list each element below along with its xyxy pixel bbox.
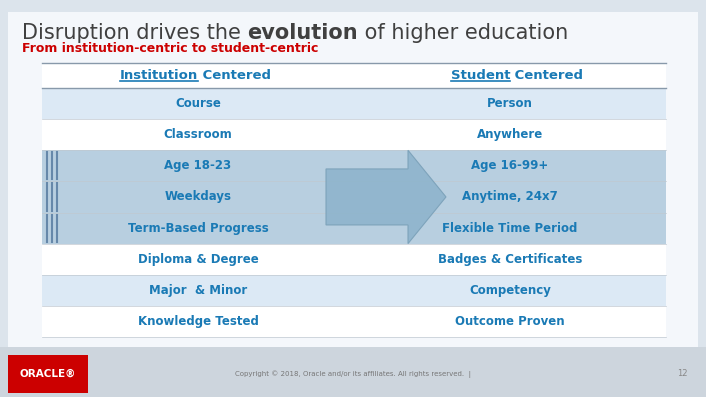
Text: Centered: Centered <box>198 69 271 82</box>
Text: Knowledge Tested: Knowledge Tested <box>138 315 258 328</box>
Text: Centered: Centered <box>510 69 583 82</box>
Text: Weekdays: Weekdays <box>164 191 232 203</box>
Bar <box>42 181 666 212</box>
Bar <box>8 355 88 393</box>
Text: Diploma & Degree: Diploma & Degree <box>138 252 258 266</box>
Bar <box>42 63 666 88</box>
Text: ORACLE®: ORACLE® <box>20 369 76 379</box>
Text: Anytime, 24x7: Anytime, 24x7 <box>462 191 558 203</box>
Text: Anywhere: Anywhere <box>477 128 543 141</box>
Bar <box>42 150 666 181</box>
Text: Student: Student <box>450 69 510 82</box>
Bar <box>42 275 666 306</box>
Text: From institution-centric to student-centric: From institution-centric to student-cent… <box>22 42 318 56</box>
Bar <box>42 212 666 244</box>
Bar <box>42 306 666 337</box>
Text: of higher education: of higher education <box>358 23 568 43</box>
Text: Copyright © 2018, Oracle and/or its affiliates. All rights reserved.  |: Copyright © 2018, Oracle and/or its affi… <box>235 370 471 378</box>
Bar <box>0 347 706 397</box>
Text: Term-Based Progress: Term-Based Progress <box>128 222 268 235</box>
Text: Institution: Institution <box>120 69 198 82</box>
Text: Course: Course <box>175 97 221 110</box>
Text: Outcome Proven: Outcome Proven <box>455 315 565 328</box>
Text: Flexible Time Period: Flexible Time Period <box>443 222 578 235</box>
Text: Person: Person <box>487 97 533 110</box>
Polygon shape <box>326 150 446 244</box>
Bar <box>42 88 666 119</box>
Bar <box>42 212 666 244</box>
Text: Classroom: Classroom <box>164 128 232 141</box>
Text: evolution: evolution <box>248 23 358 43</box>
Bar <box>42 150 666 181</box>
Text: Competency: Competency <box>469 284 551 297</box>
Bar <box>42 119 666 150</box>
Text: 12: 12 <box>677 370 687 378</box>
Text: Age 18-23: Age 18-23 <box>164 159 232 172</box>
Text: Major  & Minor: Major & Minor <box>149 284 247 297</box>
Bar <box>42 244 666 275</box>
Bar <box>8 12 698 347</box>
Text: Badges & Certificates: Badges & Certificates <box>438 252 582 266</box>
Text: Age 16-99+: Age 16-99+ <box>472 159 549 172</box>
Bar <box>42 181 666 212</box>
Text: Disruption drives the: Disruption drives the <box>22 23 248 43</box>
